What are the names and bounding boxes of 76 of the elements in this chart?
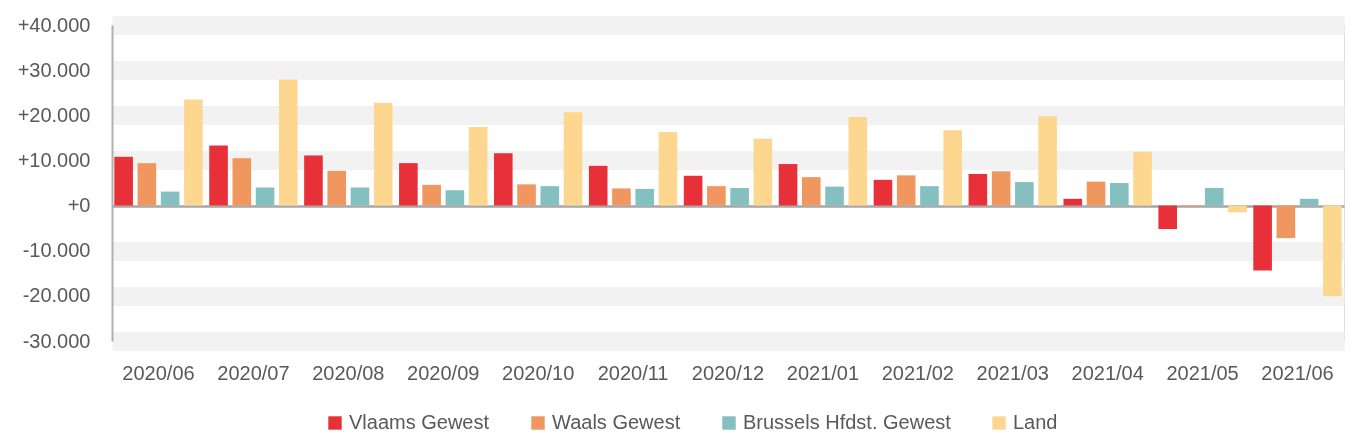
bar xyxy=(873,179,893,206)
bar xyxy=(1063,198,1083,206)
legend-label: Brussels Hfdst. Gewest xyxy=(743,411,952,433)
bar xyxy=(445,190,465,206)
bar xyxy=(255,187,275,206)
y-tick-label: -10.000 xyxy=(22,239,91,262)
bar xyxy=(730,187,749,206)
bar xyxy=(422,184,441,206)
bar xyxy=(848,117,868,206)
bar xyxy=(968,173,988,206)
bar xyxy=(540,186,560,206)
bar xyxy=(1086,181,1106,206)
y-tick-label: -20.000 xyxy=(22,284,91,307)
bar xyxy=(1204,187,1224,206)
x-tick-label: 2021/06 xyxy=(1261,361,1334,384)
bar xyxy=(778,164,798,206)
x-tick-label: 2021/01 xyxy=(786,361,860,384)
bar xyxy=(114,156,133,206)
bar xyxy=(209,145,228,206)
bar xyxy=(1299,198,1319,206)
bar xyxy=(160,191,180,206)
bar xyxy=(825,186,844,206)
bar xyxy=(943,130,963,206)
bar xyxy=(468,127,488,206)
bar xyxy=(517,184,536,206)
legend-label: Land xyxy=(1013,411,1058,433)
bar xyxy=(588,165,608,206)
x-tick-label: 2020/11 xyxy=(597,361,669,384)
y-tick-label: -30.000 xyxy=(22,329,91,352)
bar xyxy=(399,163,418,206)
bar xyxy=(184,99,203,206)
bar xyxy=(1228,205,1247,213)
bar xyxy=(1253,205,1272,271)
x-tick-label: 2021/03 xyxy=(976,361,1049,384)
x-tick-label: 2021/05 xyxy=(1166,361,1239,384)
bar xyxy=(753,138,773,206)
bar xyxy=(1015,182,1034,206)
x-tick-label: 2020/08 xyxy=(312,361,385,384)
y-tick-label: +10.000 xyxy=(17,148,91,171)
x-tick-label: 2020/12 xyxy=(691,361,765,384)
bar xyxy=(1133,151,1152,206)
x-tick-label: 2020/06 xyxy=(122,361,195,384)
y-tick-label: +0 xyxy=(67,194,91,217)
x-tick-label: 2021/04 xyxy=(1071,361,1144,384)
y-tick-label: +40.000 xyxy=(17,13,91,36)
bar xyxy=(801,177,821,206)
y-tick-label: +30.000 xyxy=(17,58,91,81)
legend-label: Vlaams Gewest xyxy=(349,411,490,433)
bar xyxy=(232,158,252,206)
bar xyxy=(1323,205,1342,297)
bar xyxy=(350,187,370,206)
bar xyxy=(1038,116,1057,206)
legend-label: Waals Gewest xyxy=(552,411,681,433)
bar xyxy=(373,102,393,206)
x-tick-label: 2020/07 xyxy=(217,361,290,384)
bar xyxy=(1109,183,1129,206)
bar xyxy=(279,79,298,206)
y-tick-label: +20.000 xyxy=(17,103,91,126)
bar xyxy=(920,186,939,206)
x-tick-label: 2020/10 xyxy=(502,361,575,384)
bar xyxy=(707,186,726,206)
x-tick-label: 2021/02 xyxy=(881,361,954,384)
bar xyxy=(635,188,655,206)
bar xyxy=(493,153,513,206)
bar xyxy=(563,112,583,206)
bar xyxy=(991,171,1011,206)
x-tick-label: 2020/09 xyxy=(407,361,480,384)
bar xyxy=(304,155,323,206)
bar xyxy=(658,131,678,206)
bar xyxy=(683,175,703,206)
bar xyxy=(612,188,631,206)
bar xyxy=(896,175,916,206)
bar xyxy=(137,163,157,206)
bar xyxy=(1158,205,1177,230)
bar xyxy=(327,170,347,206)
bar xyxy=(1276,205,1296,239)
